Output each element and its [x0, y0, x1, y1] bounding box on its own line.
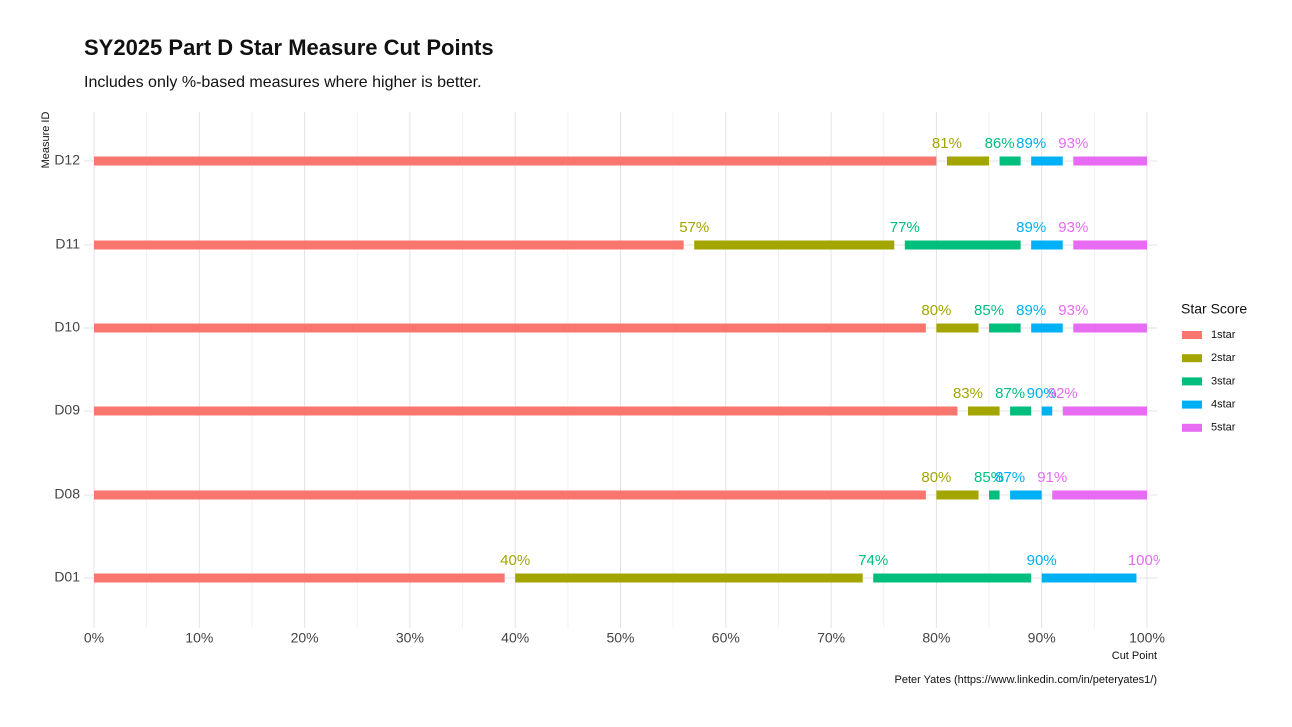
range-segment	[999, 156, 1021, 166]
legend-swatch	[1182, 331, 1202, 339]
range-segment	[1073, 156, 1147, 166]
data-label: 85%	[974, 302, 1004, 319]
data-label: 89%	[1016, 302, 1046, 319]
data-label: 86%	[985, 135, 1015, 152]
x-tick-label: 90%	[1028, 630, 1056, 646]
range-segment	[94, 490, 926, 500]
range-segment	[936, 490, 979, 500]
x-axis-label: Cut Point	[1112, 650, 1157, 662]
data-label: 80%	[921, 469, 951, 486]
range-segment	[94, 406, 958, 416]
data-label: 90%	[1027, 385, 1057, 402]
y-tick-label: D12	[54, 152, 80, 168]
range-segment	[94, 156, 937, 166]
range-segment	[1010, 490, 1042, 500]
range-segment	[1073, 240, 1147, 250]
legend-label: 3star	[1211, 375, 1236, 387]
range-segment	[967, 406, 1000, 416]
x-tick-label: 40%	[501, 630, 529, 646]
x-tick-label: 30%	[396, 630, 424, 646]
x-tick-label: 80%	[922, 630, 950, 646]
range-segment	[94, 323, 926, 333]
range-segment	[1031, 240, 1063, 250]
range-segment	[94, 573, 505, 583]
data-label: 81%	[932, 135, 962, 152]
y-tick-label: D10	[54, 319, 80, 335]
range-segment	[989, 490, 1000, 500]
range-segment	[94, 240, 684, 250]
data-label: 93%	[1058, 302, 1088, 319]
range-segment	[1010, 406, 1032, 416]
data-label: 100%	[1128, 552, 1166, 569]
data-label: 90%	[1027, 552, 1057, 569]
data-label: 80%	[921, 302, 951, 319]
data-label: 93%	[1058, 219, 1088, 236]
legend-label: 4star	[1211, 399, 1236, 411]
data-label: 93%	[1058, 135, 1088, 152]
x-tick-label: 0%	[84, 630, 104, 646]
range-segment	[1052, 490, 1147, 500]
x-tick-label: 50%	[606, 630, 634, 646]
range-segment	[873, 573, 1032, 583]
data-label: 89%	[1016, 219, 1046, 236]
x-tick-label: 100%	[1129, 630, 1165, 646]
data-label: 91%	[1037, 469, 1067, 486]
range-segment	[1041, 573, 1137, 583]
legend-swatch	[1182, 354, 1202, 363]
x-tick-label: 20%	[291, 630, 319, 646]
range-segment	[1041, 406, 1053, 416]
data-label: 83%	[953, 385, 983, 402]
range-segment	[1062, 406, 1147, 416]
y-tick-label: D11	[55, 236, 80, 252]
data-label: 57%	[679, 219, 709, 236]
legend-label: 2star	[1211, 352, 1236, 364]
y-tick-label: D01	[54, 569, 80, 585]
range-segment	[1031, 156, 1063, 166]
x-tick-label: 10%	[185, 630, 213, 646]
marks: 81%57%80%83%80%40%86%77%85%87%85%74%89%8…	[94, 135, 1166, 583]
range-segment	[1031, 323, 1063, 333]
range-segment	[694, 240, 895, 250]
data-label: 87%	[995, 385, 1025, 402]
legend-label: 1star	[1211, 329, 1236, 341]
legend-swatch	[1182, 423, 1202, 432]
legend-title: Star Score	[1181, 301, 1247, 317]
x-tick-label: 70%	[817, 630, 845, 646]
y-axis-label: Measure ID	[40, 112, 52, 169]
data-label: 87%	[995, 469, 1025, 486]
range-segment	[936, 323, 979, 333]
data-label: 85%	[974, 469, 1004, 486]
x-tick-label: 60%	[712, 630, 740, 646]
y-tick-label: D08	[54, 486, 80, 502]
grid	[84, 112, 1157, 628]
data-label: 74%	[858, 552, 888, 569]
data-label: 40%	[500, 552, 530, 569]
range-segment	[989, 323, 1021, 333]
legend-swatch	[1182, 377, 1202, 386]
range-segment	[904, 240, 1021, 250]
data-label: 77%	[890, 219, 920, 236]
legend-swatch	[1182, 400, 1202, 409]
chart-title: SY2025 Part D Star Measure Cut Points	[84, 35, 494, 60]
range-segment	[1073, 323, 1147, 333]
chart-subtitle: Includes only %-based measures where hig…	[84, 74, 482, 91]
data-label: 89%	[1016, 135, 1046, 152]
caption: Peter Yates (https://www.linkedin.com/in…	[895, 674, 1158, 686]
range-segment	[515, 573, 863, 583]
range-segment	[946, 156, 990, 166]
y-tick-label: D09	[54, 402, 80, 418]
legend-label: 5star	[1211, 422, 1236, 434]
data-label: 92%	[1048, 385, 1078, 402]
